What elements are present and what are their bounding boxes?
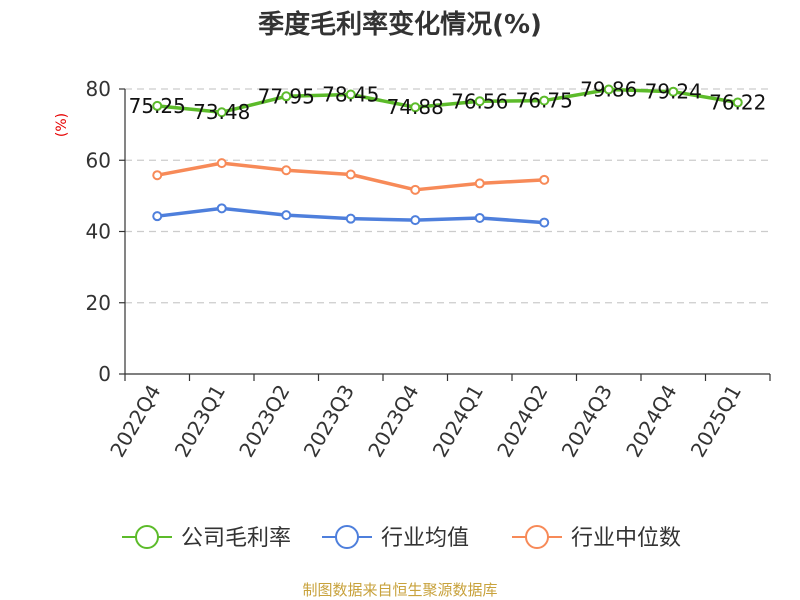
data-point-2-1 bbox=[216, 158, 227, 169]
data-point-1-6 bbox=[539, 217, 550, 228]
legend-marker-icon bbox=[135, 525, 159, 549]
x-tick-2023Q2: 2023Q2 bbox=[234, 381, 294, 462]
x-tick-2023Q1: 2023Q1 bbox=[170, 381, 230, 462]
data-point-1-1 bbox=[216, 203, 227, 214]
data-point-0-9 bbox=[732, 97, 743, 108]
data-point-0-0 bbox=[152, 100, 163, 111]
data-point-0-5 bbox=[474, 96, 485, 107]
chart-title: 季度毛利率变化情况(%) bbox=[258, 9, 542, 40]
data-point-2-6 bbox=[539, 174, 550, 185]
data-label-7: 79.86 bbox=[580, 77, 637, 101]
x-tick-2023Q4: 2023Q4 bbox=[363, 381, 423, 462]
data-point-2-5 bbox=[474, 178, 485, 189]
legend-item-1[interactable]: 行业均值 bbox=[322, 525, 469, 551]
data-point-0-8 bbox=[668, 86, 679, 97]
data-label-5: 76.56 bbox=[451, 89, 508, 113]
x-tick-labels: 2022Q4 2023Q1 2023Q2 2023Q3 2023Q4 2024Q1 2024… bbox=[105, 381, 746, 462]
data-point-0-4 bbox=[410, 102, 421, 113]
legend-label-1: 行业均值 bbox=[381, 526, 469, 551]
source-note: 制图数据来自恒生聚源数据库 bbox=[302, 581, 497, 599]
y-tick-60: 60 bbox=[86, 148, 111, 172]
data-label-6: 76.75 bbox=[516, 89, 573, 113]
data-point-1-3 bbox=[345, 213, 356, 224]
x-tick-2025Q1: 2025Q1 bbox=[686, 381, 746, 462]
legend-marker-icon bbox=[335, 525, 359, 549]
x-tick-2024Q1: 2024Q1 bbox=[428, 381, 488, 462]
y-tick-80: 80 bbox=[86, 77, 111, 101]
data-point-1-4 bbox=[410, 215, 421, 226]
y-tick-20: 20 bbox=[86, 291, 111, 315]
x-tick-2024Q2: 2024Q2 bbox=[492, 381, 552, 462]
data-label-0: 75.25 bbox=[129, 94, 186, 118]
x-tick-2023Q3: 2023Q3 bbox=[299, 381, 359, 462]
data-point-0-3 bbox=[345, 89, 356, 100]
data-label-4: 74.88 bbox=[387, 95, 444, 119]
data-label-3: 78.45 bbox=[322, 83, 379, 107]
y-tick-40: 40 bbox=[86, 220, 111, 244]
legend-item-2[interactable]: 行业中位数 bbox=[512, 525, 681, 551]
legend-label-0: 公司毛利率 bbox=[181, 526, 291, 551]
legend-marker-icon bbox=[525, 525, 549, 549]
data-labels: 75.25 73.48 77.95 78.45 74.88 76.56 76.75 79.86… bbox=[129, 77, 767, 124]
series-layer bbox=[152, 84, 743, 228]
data-point-2-4 bbox=[410, 184, 421, 195]
data-point-1-5 bbox=[474, 212, 485, 223]
data-point-0-2 bbox=[281, 91, 292, 102]
data-label-1: 73.48 bbox=[193, 100, 250, 124]
x-tick-2024Q4: 2024Q4 bbox=[621, 381, 681, 462]
legend-item-0[interactable]: 公司毛利率 bbox=[122, 525, 291, 551]
x-tick-2022Q4: 2022Q4 bbox=[105, 381, 165, 462]
data-point-2-2 bbox=[281, 165, 292, 176]
axes bbox=[119, 88, 771, 381]
data-label-8: 79.24 bbox=[645, 80, 702, 104]
y-tick-labels: 0 20 40 60 80 bbox=[86, 77, 111, 386]
x-tick-2024Q3: 2024Q3 bbox=[557, 381, 617, 462]
data-point-2-0 bbox=[152, 170, 163, 181]
data-point-2-3 bbox=[345, 169, 356, 180]
legend-label-2: 行业中位数 bbox=[571, 526, 681, 551]
y-axis-unit-label: (%) bbox=[54, 113, 70, 137]
data-point-0-7 bbox=[603, 84, 614, 95]
data-point-0-6 bbox=[539, 95, 550, 106]
data-label-2: 77.95 bbox=[258, 84, 315, 108]
data-point-1-2 bbox=[281, 210, 292, 221]
y-tick-0: 0 bbox=[98, 362, 111, 386]
data-point-0-1 bbox=[216, 107, 227, 118]
legend[interactable]: 公司毛利率 行业均值 行业中位数 bbox=[122, 525, 681, 551]
series-line-0 bbox=[157, 87, 739, 114]
data-label-9: 76.22 bbox=[709, 90, 766, 114]
data-point-1-0 bbox=[152, 211, 163, 222]
